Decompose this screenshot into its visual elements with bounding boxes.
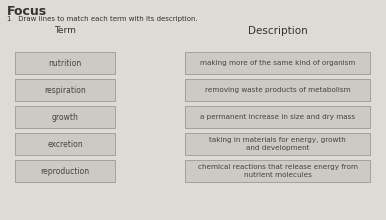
Text: removing waste products of metabolism: removing waste products of metabolism	[205, 87, 350, 93]
Text: respiration: respiration	[44, 86, 86, 95]
Text: making more of the same kind of organism: making more of the same kind of organism	[200, 60, 355, 66]
FancyBboxPatch shape	[185, 79, 370, 101]
Text: taking in materials for energy, growth
and development: taking in materials for energy, growth a…	[209, 137, 346, 151]
FancyBboxPatch shape	[15, 52, 115, 74]
FancyBboxPatch shape	[15, 106, 115, 128]
FancyBboxPatch shape	[185, 133, 370, 155]
FancyBboxPatch shape	[185, 106, 370, 128]
Text: 1   Draw lines to match each term with its description.: 1 Draw lines to match each term with its…	[7, 16, 198, 22]
Text: Focus: Focus	[7, 5, 47, 18]
FancyBboxPatch shape	[15, 133, 115, 155]
Text: Term: Term	[54, 26, 76, 35]
Text: reproduction: reproduction	[41, 167, 90, 176]
Text: growth: growth	[52, 112, 78, 121]
Text: excretion: excretion	[47, 139, 83, 148]
FancyBboxPatch shape	[15, 79, 115, 101]
FancyBboxPatch shape	[15, 160, 115, 182]
Text: a permanent increase in size and dry mass: a permanent increase in size and dry mas…	[200, 114, 355, 120]
FancyBboxPatch shape	[185, 52, 370, 74]
Text: nutrition: nutrition	[48, 59, 81, 68]
Text: chemical reactions that release energy from
nutrient molecules: chemical reactions that release energy f…	[198, 164, 357, 178]
Text: Description: Description	[248, 26, 308, 36]
FancyBboxPatch shape	[185, 160, 370, 182]
